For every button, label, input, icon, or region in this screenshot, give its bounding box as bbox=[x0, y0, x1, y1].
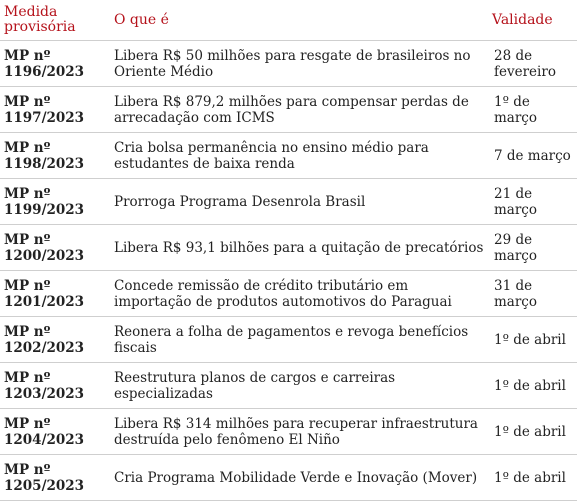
mp-description: Libera R$ 879,2 milhões para compensar p… bbox=[108, 86, 488, 133]
mp-number: MP nº 1198/2023 bbox=[0, 132, 108, 179]
mp-validity: 28 de fevereiro bbox=[488, 40, 577, 87]
mp-description: Libera R$ 50 milhões para resgate de bra… bbox=[108, 40, 488, 87]
table-row: MP nº 1200/2023 Libera R$ 93,1 bilhões pa… bbox=[0, 224, 577, 271]
table-row: MP nº 1203/2023 Reestrutura planos de car… bbox=[0, 362, 577, 409]
mp-validity: 1º de abril bbox=[488, 362, 577, 409]
mp-description: Libera R$ 314 milhões para recuperar inf… bbox=[108, 408, 488, 455]
mp-validity: 1º de abril bbox=[488, 316, 577, 363]
mp-validity: 1º de março bbox=[488, 86, 577, 133]
mp-number: MP nº 1202/2023 bbox=[0, 316, 108, 363]
mp-description: Reestrutura planos de cargos e carreiras… bbox=[108, 362, 488, 409]
mp-description: Reonera a folha de pagamentos e revoga b… bbox=[108, 316, 488, 363]
mp-validity: 29 de março bbox=[488, 224, 577, 271]
table-row: MP nº 1197/2023 Libera R$ 879,2 milhões p… bbox=[0, 86, 577, 133]
table-body: MP nº 1196/2023 Libera R$ 50 milhões para… bbox=[0, 40, 577, 501]
mp-validity: 7 de março bbox=[488, 132, 577, 179]
header-measure: Medida provisória bbox=[0, 0, 108, 41]
mp-number: MP nº 1204/2023 bbox=[0, 408, 108, 455]
mp-validity: 21 de março bbox=[488, 178, 577, 225]
mp-description: Prorroga Programa Desenrola Brasil bbox=[108, 178, 488, 225]
table-row: MP nº 1204/2023 Libera R$ 314 milhões par… bbox=[0, 408, 577, 455]
table-row: MP nº 1201/2023 Concede remissão de crédi… bbox=[0, 270, 577, 317]
mp-validity: 31 de março bbox=[488, 270, 577, 317]
mp-validity: 1º de abril bbox=[488, 454, 577, 501]
header-validity: Validade bbox=[488, 0, 577, 41]
table-header: Medida provisória O que é Validade bbox=[0, 0, 577, 41]
mp-description: Concede remissão de crédito tributário e… bbox=[108, 270, 488, 317]
mp-number: MP nº 1196/2023 bbox=[0, 40, 108, 87]
mp-validity: 1º de abril bbox=[488, 408, 577, 455]
table-row: MP nº 1199/2023 Prorroga Programa Desenro… bbox=[0, 178, 577, 225]
mp-number: MP nº 1205/2023 bbox=[0, 454, 108, 501]
mp-number: MP nº 1200/2023 bbox=[0, 224, 108, 271]
table-row: MP nº 1202/2023 Reonera a folha de pagame… bbox=[0, 316, 577, 363]
mp-number: MP nº 1197/2023 bbox=[0, 86, 108, 133]
table-row: MP nº 1205/2023 Cria Programa Mobilidade … bbox=[0, 454, 577, 501]
mp-number: MP nº 1201/2023 bbox=[0, 270, 108, 317]
mp-number: MP nº 1203/2023 bbox=[0, 362, 108, 409]
table-row: MP nº 1196/2023 Libera R$ 50 milhões para… bbox=[0, 40, 577, 87]
mp-description: Cria Programa Mobilidade Verde e Inovaçã… bbox=[108, 454, 488, 501]
mp-number: MP nº 1199/2023 bbox=[0, 178, 108, 225]
header-what: O que é bbox=[108, 0, 488, 41]
header-row: Medida provisória O que é Validade bbox=[0, 0, 577, 41]
mp-description: Cria bolsa permanência no ensino médio p… bbox=[108, 132, 488, 179]
mp-description: Libera R$ 93,1 bilhões para a quitação d… bbox=[108, 224, 488, 271]
table-row: MP nº 1198/2023 Cria bolsa permanência no… bbox=[0, 132, 577, 179]
